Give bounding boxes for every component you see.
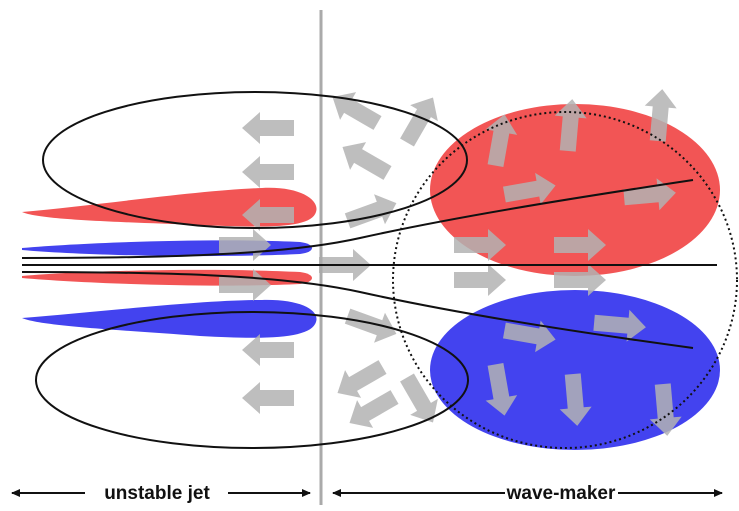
lower-shear-line [21, 271, 694, 349]
upper-loop [42, 91, 468, 229]
label: unstable jet [104, 483, 210, 504]
wave-maker-region [392, 111, 738, 449]
red-jet-blob [22, 187, 317, 227]
blue-jet-blob [22, 299, 317, 338]
lower-loop [35, 311, 469, 449]
blue-jet-strip [22, 240, 312, 257]
upper-shear-line [21, 179, 694, 259]
label: wave-maker [506, 483, 616, 504]
